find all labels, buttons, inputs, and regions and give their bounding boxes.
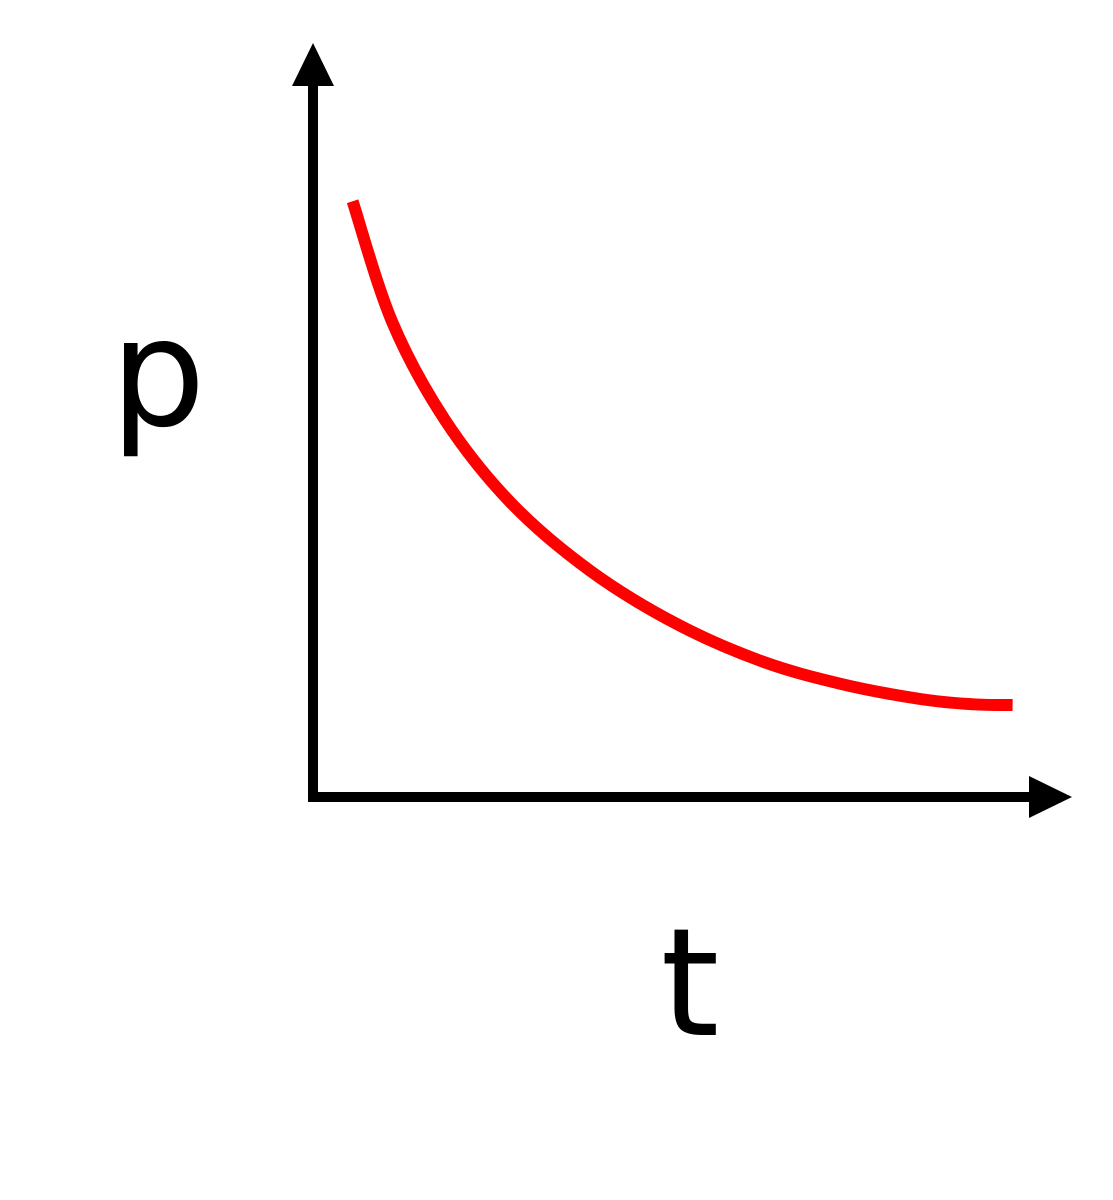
y-axis-label: p bbox=[110, 287, 205, 461]
plot-group bbox=[346, 199, 1013, 711]
x-axis-label: t bbox=[661, 897, 720, 1071]
series-curve bbox=[346, 199, 1013, 711]
x-axis-arrowhead bbox=[1029, 776, 1072, 818]
y-axis-arrowhead bbox=[292, 43, 334, 86]
axes bbox=[292, 43, 1072, 818]
